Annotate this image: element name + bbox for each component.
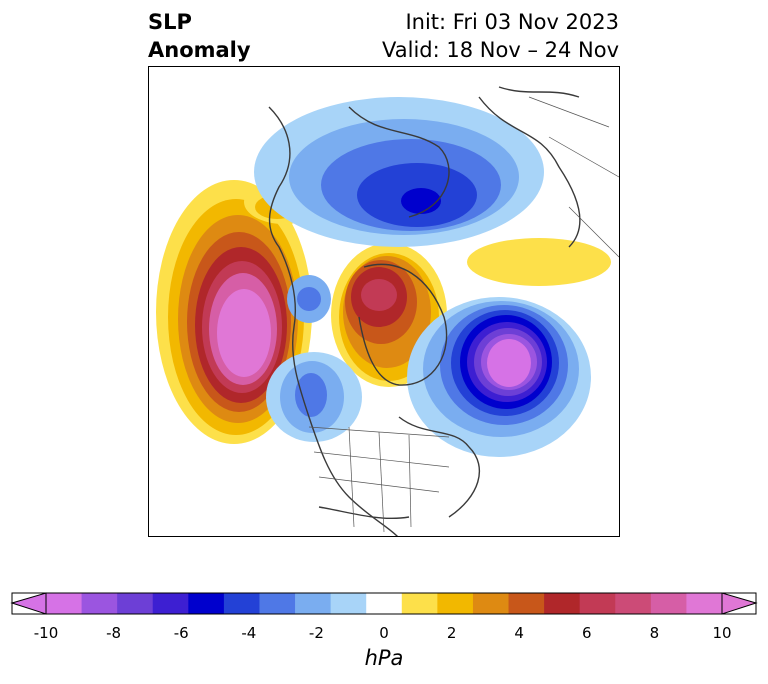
colorbar-swatch: [117, 593, 154, 614]
colorbar-unit: hPa: [364, 646, 404, 670]
colorbar-swatch: [259, 593, 296, 614]
colorbar-tick-label: 10: [712, 624, 732, 642]
colorbar-swatch: [579, 593, 616, 614]
colorbar-swatch: [508, 593, 545, 614]
anomaly-high-scandinavia: [467, 238, 611, 286]
colorbar: [10, 592, 758, 615]
forecast-dates: Init: Fri 03 Nov 2023 Valid: 18 Nov – 24…: [382, 8, 619, 64]
colorbar-tick-label: 2: [446, 624, 457, 642]
colorbar-swatch: [472, 593, 510, 614]
colorbar-swatch: [366, 593, 403, 614]
colorbar-swatch: [686, 593, 723, 614]
colorbar-swatch: [223, 593, 260, 614]
colorbar-swatches: [46, 593, 723, 614]
colorbar-over-arrow: [721, 592, 758, 615]
colorbar-tick-label: -10: [33, 624, 59, 642]
anomaly-low-north-atlantic: [407, 297, 591, 457]
colorbar-swatch: [46, 593, 83, 614]
colorbar-tick-label: 6: [582, 624, 592, 642]
coastlines: [268, 86, 581, 536]
colorbar-swatch: [330, 593, 367, 614]
colorbar-swatch: [295, 593, 332, 614]
anomaly-low-western-na: [266, 275, 362, 442]
init-date: Init: Fri 03 Nov 2023: [405, 10, 619, 34]
colorbar-tick-label: 0: [379, 624, 389, 642]
colorbar-tick-label: -6: [173, 624, 189, 642]
colorbar-swatch: [650, 593, 687, 614]
colorbar-swatch: [615, 593, 652, 614]
colorbar-tick-label: -4: [241, 624, 257, 642]
colorbar-tick-label: -8: [106, 624, 122, 642]
title-line-1: SLP: [148, 10, 192, 34]
valid-date: Valid: 18 Nov – 24 Nov: [382, 38, 619, 62]
colorbar-swatch: [152, 593, 189, 614]
colorbar-under-arrow: [10, 592, 47, 615]
colorbar-tick-label: 8: [649, 624, 660, 642]
colorbar-swatch: [401, 593, 438, 614]
colorbar-tick-label: 4: [514, 624, 524, 642]
colorbar-swatch: [544, 593, 581, 614]
political-borders: [308, 96, 619, 533]
map-title: SLP Anomaly: [148, 8, 251, 64]
colorbar-outline: [11, 592, 757, 615]
map-canvas: [156, 86, 619, 536]
anomaly-map: [148, 66, 620, 537]
colorbar-swatch: [188, 593, 225, 614]
colorbar-swatch: [81, 593, 118, 614]
anomaly-high-ne-pacific: [156, 180, 312, 444]
colorbar-tick-label: -2: [308, 624, 324, 642]
title-line-2: Anomaly: [148, 38, 251, 62]
anomaly-low-arctic: [254, 97, 544, 247]
colorbar-swatch: [437, 593, 474, 614]
